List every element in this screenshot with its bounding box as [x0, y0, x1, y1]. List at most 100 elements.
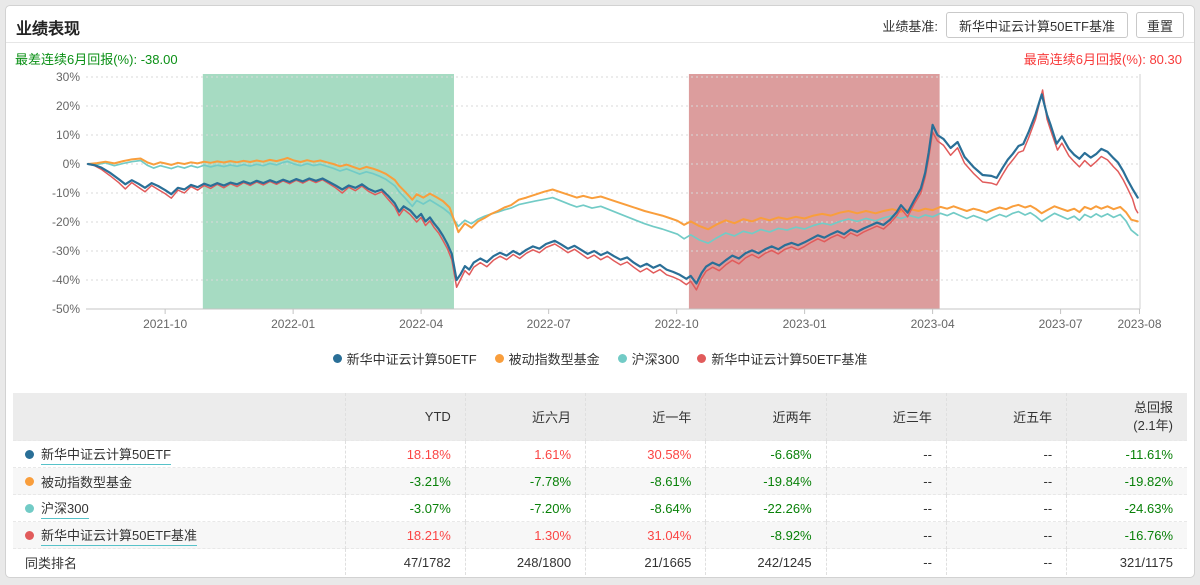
table-value-cell: -11.61% [1066, 440, 1187, 468]
series-dot-icon [25, 503, 34, 513]
y-axis-label: -10% [52, 186, 80, 200]
x-axis-label: 2023-04 [911, 317, 955, 331]
series-line [86, 93, 1139, 285]
table-value-cell: 248/1800 [464, 548, 586, 575]
table-value-cell: -19.84% [705, 467, 827, 495]
performance-table: YTD 近六月 近一年 近两年 近三年 近五年 总回报 (2.1年) 新华中证云计算50ETF… [13, 393, 1187, 575]
table-value-cell: 21/1665 [585, 548, 706, 575]
x-axis-label: 2023-07 [1039, 317, 1083, 331]
table-value-cell: -6.68% [705, 440, 827, 468]
legend-dot-icon [697, 354, 707, 363]
row-label-link[interactable]: 沪深300 [41, 498, 89, 519]
series-dot-icon [25, 530, 34, 540]
table-value-cell: 1.61% [464, 440, 586, 468]
row-label-cell: 沪深300 [13, 494, 345, 522]
series-dot-icon [25, 449, 34, 459]
table-body: 新华中证云计算50ETF 18.18% 1.61% 30.58% -6.68% -- -- -… [13, 440, 1187, 575]
legend-label: 新华中证云计算50ETF [346, 352, 477, 367]
best-6m-window-band [688, 74, 940, 309]
x-axis-label: 2022-10 [655, 317, 699, 331]
table-header-cell [13, 393, 345, 441]
x-axis-label: 2023-08 [1117, 317, 1161, 331]
benchmark-controls: 业绩基准: 新华中证云计算50ETF基准 重置 [882, 12, 1184, 38]
table-value-cell: 18.21% [344, 521, 466, 549]
benchmark-label: 业绩基准: [882, 18, 938, 34]
legend-item[interactable]: 新华中证云计算50ETF基准 [697, 349, 867, 368]
table-value-cell: -22.26% [705, 494, 827, 522]
table-header-row: YTD 近六月 近一年 近两年 近三年 近五年 总回报 (2.1年) [13, 393, 1187, 441]
table-value-cell: 30.58% [585, 440, 706, 468]
table-header-cell: 总回报 (2.1年) [1066, 393, 1187, 441]
y-axis-label: -50% [52, 302, 80, 316]
table-row: 沪深300 -3.07% -7.20% -8.64% -22.26% -- -- -24.63… [13, 494, 1187, 522]
table-value-cell: -- [825, 494, 947, 522]
return-extremes-row: 最差连续6月回报(%): -38.00 最高连续6月回报(%): 80.30 [15, 49, 1182, 68]
legend-dot-icon [617, 354, 627, 363]
table-header-cell: YTD [344, 393, 466, 441]
table-value-cell: -- [945, 440, 1067, 468]
legend-dot-icon [494, 354, 504, 363]
table-value-cell: -3.07% [344, 494, 466, 522]
legend-item[interactable]: 新华中证云计算50ETF [332, 349, 477, 368]
performance-chart: 30% 20% 10% 0% -10% -20% -30% -40% -50% 2021-10 20… [52, 70, 1162, 331]
table-header-cell: 近一年 [585, 393, 706, 441]
row-label-cell: 被动指数型基金 [13, 467, 345, 495]
worst-6m-window-band [202, 74, 454, 309]
table-value-cell: -19.82% [1066, 467, 1187, 495]
row-label-link[interactable]: 新华中证云计算50ETF基准 [41, 525, 198, 546]
y-axis-label: -40% [52, 273, 80, 287]
y-axis-label: 10% [56, 128, 80, 142]
row-label-cell: 新华中证云计算50ETF基准 [13, 521, 345, 549]
x-axis-label: 2022-07 [527, 317, 571, 331]
card-header: 业绩表现 业绩基准: 新华中证云计算50ETF基准 重置 [6, 6, 1194, 43]
table-value-cell: -7.20% [464, 494, 586, 522]
y-axis-label: -30% [52, 244, 80, 258]
table-value-cell: 242/1245 [705, 548, 827, 575]
x-axis-label: 2022-01 [271, 317, 315, 331]
legend-dot-icon [332, 354, 342, 363]
table-value-cell: -8.92% [705, 521, 827, 549]
series-line [87, 159, 1139, 245]
table-row: 新华中证云计算50ETF基准 18.21% 1.30% 31.04% -8.92% -- -… [13, 521, 1187, 549]
table-row: 被动指数型基金 -3.21% -7.78% -8.61% -19.84% -- -- -19.… [13, 467, 1187, 495]
table-value-cell: -3.21% [344, 467, 466, 495]
series-dot-icon [25, 476, 34, 486]
chart-legend: 新华中证云计算50ETF 被动指数型基金 沪深300 新华中证云计算50ETF基准 [6, 349, 1194, 368]
table-value-cell: 1.30% [464, 521, 586, 549]
table-value-cell: 18.18% [344, 440, 466, 468]
table-value-cell: -- [825, 440, 947, 468]
legend-item[interactable]: 被动指数型基金 [494, 349, 600, 368]
row-label: 同类排名 [25, 555, 78, 571]
series-line [87, 89, 1139, 291]
y-axis-label: 0% [63, 157, 81, 171]
y-axis-label: 20% [56, 99, 80, 113]
table-value-cell: -- [945, 494, 1067, 522]
table-value-cell: 31.04% [585, 521, 706, 549]
performance-card: 业绩表现 业绩基准: 新华中证云计算50ETF基准 重置 最差连续6月回报(%)… [5, 5, 1195, 578]
table-value-cell: -16.76% [1066, 521, 1187, 549]
legend-item[interactable]: 沪深300 [617, 349, 679, 368]
table-value-cell: 47/1782 [344, 548, 466, 575]
table-header-cell: 近三年 [825, 393, 947, 441]
table-value-cell: -24.63% [1066, 494, 1187, 522]
table-value-cell: -- [945, 548, 1067, 575]
x-axis-label: 2023-01 [783, 317, 827, 331]
row-label-link[interactable]: 新华中证云计算50ETF [41, 444, 172, 465]
x-axis-label: 2021-10 [143, 317, 187, 331]
benchmark-select[interactable]: 新华中证云计算50ETF基准 [946, 12, 1128, 38]
table-value-cell: -- [945, 467, 1067, 495]
series-line [87, 156, 1139, 234]
legend-label: 被动指数型基金 [508, 352, 600, 367]
table-header-cell: 近五年 [945, 393, 1067, 441]
x-axis-label: 2022-04 [399, 317, 443, 331]
table-row: 同类排名 47/1782 248/1800 21/1665 242/1245 -- -- 32… [13, 548, 1187, 575]
best-6m-return: 最高连续6月回报(%): 80.30 [1023, 52, 1182, 67]
legend-label: 新华中证云计算50ETF基准 [711, 352, 868, 367]
table-value-cell: -- [825, 467, 947, 495]
row-label-cell: 同类排名 [13, 548, 345, 575]
table-value-cell: -- [945, 521, 1067, 549]
y-axis-label: 30% [56, 70, 80, 84]
table-value-cell: -- [825, 548, 947, 575]
reset-button[interactable]: 重置 [1136, 12, 1184, 38]
worst-6m-return: 最差连续6月回报(%): -38.00 [15, 52, 178, 67]
